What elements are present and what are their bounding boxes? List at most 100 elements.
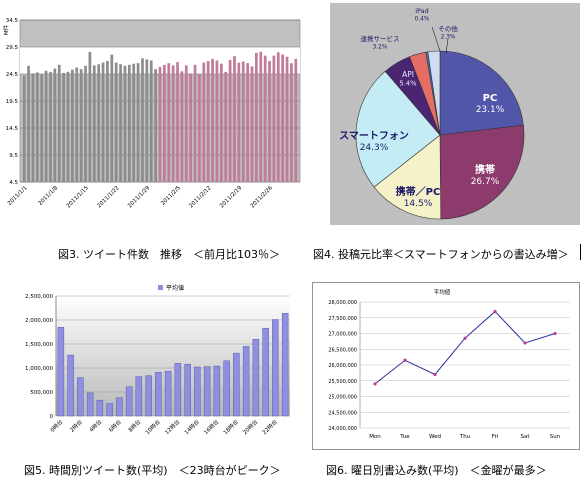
bar <box>215 60 219 182</box>
leader-line <box>445 38 449 54</box>
x-tick-label: 2011/1/22 <box>96 185 120 209</box>
bar <box>203 366 211 417</box>
data-point <box>403 358 407 362</box>
bar <box>246 63 249 183</box>
bar <box>145 375 152 417</box>
bar <box>44 70 48 182</box>
x-tick-label: 2011/1/29 <box>127 185 152 210</box>
x-tick-label: Thu <box>459 434 470 440</box>
fig4-caption: 図4. 投稿元比率＜スマートフォンからの書込み増＞ <box>313 248 569 261</box>
bar <box>281 54 285 183</box>
chart-frame <box>312 282 580 450</box>
y-axis-label: M件 <box>2 24 10 35</box>
slice-percent: 5.4% <box>399 80 417 88</box>
pie-slice <box>439 124 525 220</box>
y-tick-label: 2,500,000 <box>25 294 53 300</box>
x-tick-label: 18時台 <box>221 417 240 436</box>
bar <box>145 59 149 182</box>
fig4-chart: PC 23.1% 携帯 26.7% 携帯／PC 14.5% スマートフォン 24.3% API 5… <box>330 3 580 225</box>
x-tick-label: 10時台 <box>143 417 162 436</box>
bar <box>123 65 127 182</box>
fig3-chart: 34.5 29.5 24.5 19.5 14.5 9.5 4.5 M件 2011/1/1 2011… <box>0 0 310 240</box>
fig5-chart: 2,500,000 2,000,000 1,500,000 1,000,000 500,… <box>10 282 300 452</box>
fig3-svg: 34.5 29.5 24.5 19.5 14.5 9.5 4.5 M件 2011/1/1 2011… <box>2 18 301 210</box>
x-tick-label: 14時台 <box>182 417 201 436</box>
x-tick-label: 2011/1/8 <box>38 185 60 207</box>
bar <box>154 69 157 182</box>
x-tick-label: 22時台 <box>260 417 279 436</box>
bar <box>263 55 267 182</box>
x-tick-label: Tue <box>399 434 410 440</box>
y-tick-label: 27,000,000 <box>328 332 357 338</box>
bar <box>241 61 245 182</box>
x-tick-label: 6時台 <box>107 417 123 433</box>
bar <box>125 386 133 417</box>
bar <box>132 63 136 182</box>
bar <box>276 52 280 183</box>
bar <box>97 64 101 182</box>
plot-area <box>56 296 290 416</box>
bar <box>290 63 293 183</box>
x-tick-label: 2011/2/26 <box>250 185 275 210</box>
slice-label: API <box>402 70 414 79</box>
bar <box>294 58 298 182</box>
slice-percent: 24.3% <box>360 143 389 153</box>
bar <box>174 362 182 417</box>
bar <box>233 352 240 417</box>
bar <box>158 66 162 182</box>
slice-percent: 14.5% <box>404 199 433 209</box>
bar <box>62 72 65 182</box>
y-tick-label: 24,000,000 <box>328 426 357 432</box>
fig6-chart: 平均値 28,000,000 27,500,000 27,000,000 26,500,… <box>312 282 580 450</box>
slice-label: 携帯／PC <box>396 185 441 198</box>
bar <box>40 74 44 182</box>
bar <box>77 377 84 417</box>
bar <box>119 64 122 182</box>
bar <box>86 392 94 417</box>
bar <box>79 69 83 182</box>
bar <box>259 51 263 182</box>
bar <box>27 65 30 182</box>
bar <box>224 71 228 182</box>
bar <box>281 313 289 417</box>
fig6-svg: 平均値 28,000,000 27,500,000 27,000,000 26,500,… <box>312 282 580 450</box>
y-tick-label: 29.5 <box>6 45 19 51</box>
bar <box>268 61 271 182</box>
bar <box>189 73 193 182</box>
slice-label: スマートフォン <box>339 130 409 142</box>
bar <box>272 319 279 417</box>
bar <box>252 339 260 417</box>
slice-label: iPad <box>415 7 429 15</box>
pie-slice <box>355 70 441 188</box>
bar <box>57 64 61 182</box>
bar <box>106 403 113 417</box>
bar <box>101 62 105 182</box>
bar <box>67 354 74 417</box>
y-tick-label: 25,000,000 <box>328 395 357 401</box>
bar <box>194 366 201 417</box>
bar <box>180 71 184 182</box>
bar <box>193 64 197 182</box>
bar <box>35 72 39 182</box>
bar <box>219 63 223 182</box>
y-tick-label: 27,500,000 <box>328 316 357 322</box>
y-tick-label: 34.5 <box>6 18 19 24</box>
slice-percent: 3.2% <box>373 45 388 51</box>
fig5-svg: 2,500,000 2,000,000 1,500,000 1,000,000 500,… <box>25 284 290 436</box>
y-tick-label: 14.5 <box>6 126 19 132</box>
pie-slice <box>373 134 442 220</box>
x-tick-label: 2時台 <box>68 417 84 433</box>
y-tick-label: 25,500,000 <box>328 379 357 385</box>
bar <box>262 327 269 417</box>
x-tick-label: Sun <box>550 434 561 440</box>
bar <box>237 62 241 182</box>
slice-label: 携帯 <box>475 163 495 176</box>
legend-label: 平均値 <box>166 284 184 292</box>
x-tick-label: 20時台 <box>241 417 260 436</box>
bar <box>22 75 26 182</box>
bar <box>228 59 232 182</box>
pie-slice <box>439 50 524 136</box>
x-tick-label: 4時台 <box>87 417 103 433</box>
bar <box>88 51 92 182</box>
